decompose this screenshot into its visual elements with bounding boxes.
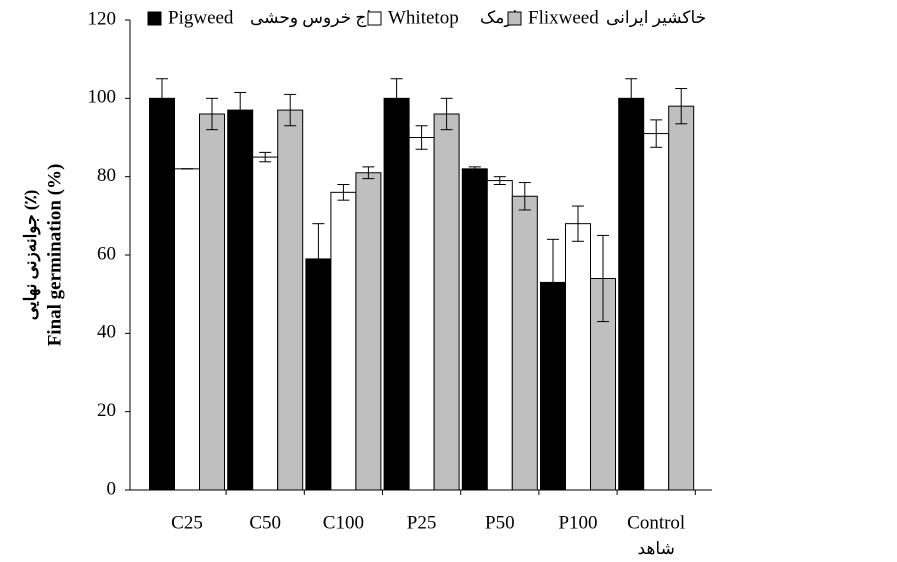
error-bar <box>572 205 584 242</box>
error-bar <box>597 234 609 323</box>
legend-swatch <box>367 11 382 26</box>
x-tick-label: P25 <box>407 512 437 533</box>
error-bar <box>284 93 297 127</box>
bar <box>461 168 488 491</box>
error-bar <box>675 88 688 125</box>
error-bar <box>259 151 272 163</box>
error-bar <box>518 182 531 211</box>
y-tick-label: 100 <box>88 87 117 108</box>
bar <box>433 113 460 491</box>
x-tick-label-fa: شاهد <box>638 539 675 558</box>
error-bar <box>234 91 247 129</box>
bar <box>355 172 382 491</box>
error-bar <box>312 223 325 295</box>
bar <box>618 97 645 491</box>
bar <box>643 133 670 491</box>
legend-label-fa: خاکشیر ایرانی <box>606 8 706 28</box>
bar <box>199 113 225 491</box>
x-tick-label: P100 <box>558 512 597 533</box>
legend-swatch <box>147 11 162 26</box>
bar <box>408 137 435 491</box>
error-bar <box>547 238 559 326</box>
bar <box>511 195 538 491</box>
bar <box>149 97 175 491</box>
x-tick-label: C50 <box>249 512 281 533</box>
error-bar <box>415 125 428 150</box>
error-bar <box>390 78 403 119</box>
bar <box>174 168 200 491</box>
bar <box>383 97 410 491</box>
bar <box>486 180 513 491</box>
error-bar <box>206 97 218 131</box>
y-tick-label: 60 <box>97 243 116 264</box>
bar <box>252 156 279 491</box>
error-bar <box>650 119 663 148</box>
bar <box>668 105 695 491</box>
y-tick-label: 0 <box>107 478 117 499</box>
error-bar <box>440 97 453 131</box>
x-tick-label: C25 <box>171 512 203 533</box>
bar <box>330 191 357 491</box>
error-bar <box>156 78 168 119</box>
error-bar <box>362 166 375 180</box>
x-tick-label: C100 <box>323 512 364 533</box>
y-tick-label: 80 <box>97 165 116 186</box>
error-bar <box>337 184 350 201</box>
bar <box>277 109 304 491</box>
legend-swatch <box>507 11 522 26</box>
x-tick-label: P50 <box>485 512 515 533</box>
legend-label: Whitetop <box>388 7 459 28</box>
legend-label: Pigweed <box>168 7 234 28</box>
bar <box>565 223 591 491</box>
y-tick-label: 120 <box>88 8 117 29</box>
legend-label: Flixweed <box>528 7 599 28</box>
x-tick-label: Control <box>627 512 685 533</box>
legend-label-fa: تاج خروس وحشی <box>250 8 377 28</box>
error-bar <box>493 176 506 185</box>
error-bar <box>625 78 638 119</box>
bar <box>227 109 254 491</box>
y-tick-label: 20 <box>97 400 116 421</box>
y-axis-label-fa: جوانه‌زنی نهایی (٪) <box>21 190 41 321</box>
error-bar <box>468 166 481 172</box>
y-axis-label: Final germination (%) <box>44 164 65 347</box>
y-tick-label: 40 <box>97 322 116 343</box>
